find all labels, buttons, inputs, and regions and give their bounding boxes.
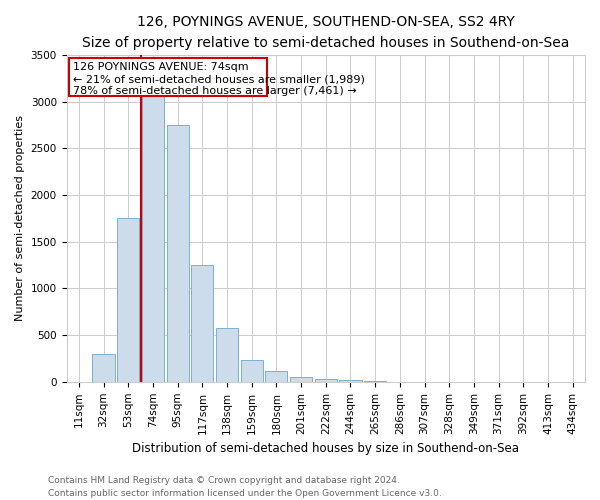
Y-axis label: Number of semi-detached properties: Number of semi-detached properties <box>15 116 25 322</box>
Bar <box>314 380 337 382</box>
Bar <box>92 354 115 382</box>
Bar <box>241 360 263 382</box>
Text: ← 21% of semi-detached houses are smaller (1,989): ← 21% of semi-detached houses are smalle… <box>73 74 365 84</box>
Text: Contains HM Land Registry data © Crown copyright and database right 2024.
Contai: Contains HM Land Registry data © Crown c… <box>48 476 442 498</box>
Text: 126 POYNINGS AVENUE: 74sqm: 126 POYNINGS AVENUE: 74sqm <box>73 62 248 72</box>
Bar <box>364 381 386 382</box>
Bar <box>216 328 238 382</box>
Bar <box>290 376 312 382</box>
FancyBboxPatch shape <box>69 58 266 96</box>
Bar <box>117 218 139 382</box>
Title: 126, POYNINGS AVENUE, SOUTHEND-ON-SEA, SS2 4RY
Size of property relative to semi: 126, POYNINGS AVENUE, SOUTHEND-ON-SEA, S… <box>82 15 569 50</box>
Bar <box>167 125 189 382</box>
Bar <box>340 380 362 382</box>
Bar <box>191 265 214 382</box>
X-axis label: Distribution of semi-detached houses by size in Southend-on-Sea: Distribution of semi-detached houses by … <box>132 442 519 455</box>
Bar <box>142 78 164 382</box>
Bar <box>265 370 287 382</box>
Text: 78% of semi-detached houses are larger (7,461) →: 78% of semi-detached houses are larger (… <box>73 86 356 96</box>
